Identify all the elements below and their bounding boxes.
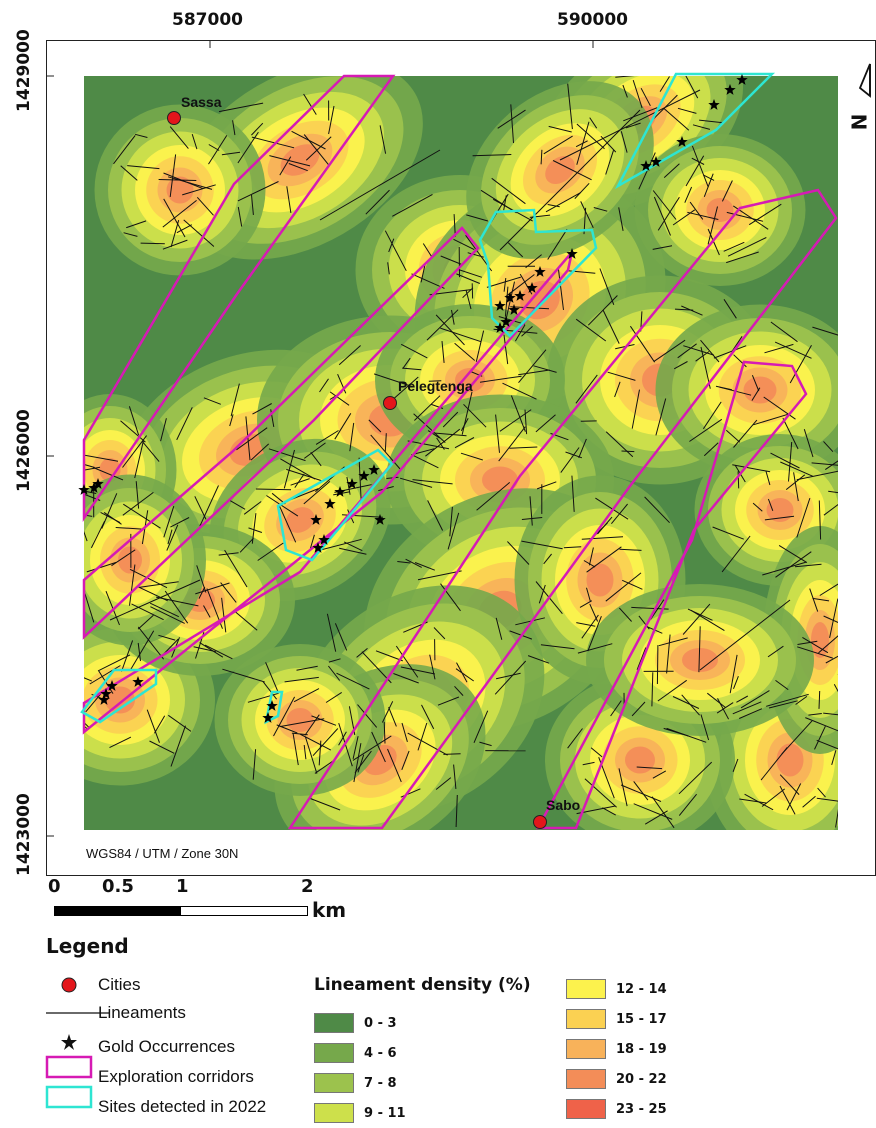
- legend-item-gold: Gold Occurrences: [98, 1037, 235, 1057]
- crs-label: WGS84 / UTM / Zone 30N: [86, 846, 238, 861]
- density-swatch: [566, 1009, 606, 1029]
- density-label: 12 - 14: [616, 982, 667, 997]
- lineament: [141, 243, 165, 244]
- density-blob: [811, 622, 829, 658]
- density-class-1: 4 - 6: [314, 1038, 406, 1068]
- density-label: 4 - 6: [364, 1046, 397, 1061]
- density-legend-title: Lineament density (%): [314, 975, 531, 995]
- city-marker-pelegtenga: [384, 397, 397, 410]
- star-legend-icon: [61, 1034, 77, 1050]
- lineament: [838, 655, 861, 675]
- density-swatch: [566, 1039, 606, 1059]
- lineament: [443, 754, 460, 755]
- scale-unit: km: [312, 898, 346, 922]
- density-class-8: 23 - 25: [566, 1094, 667, 1124]
- density-swatch: [314, 1013, 354, 1033]
- density-class-4: 12 - 14: [566, 974, 667, 1004]
- scale-tick-2: 2: [301, 876, 314, 897]
- lineament: [74, 632, 76, 659]
- site-legend-icon: [47, 1087, 91, 1107]
- density-blob: [707, 198, 734, 222]
- legend-item-lineaments: Lineaments: [98, 1003, 186, 1023]
- density-label: 18 - 19: [616, 1042, 667, 1057]
- legend-item-sites: Sites detected in 2022: [98, 1097, 266, 1117]
- density-label: 7 - 8: [364, 1076, 397, 1091]
- density-legend-column-1: 0 - 3 4 - 6 7 - 8 9 - 11: [314, 1008, 406, 1128]
- lineament: [53, 666, 80, 686]
- density-swatch: [314, 1073, 354, 1093]
- city-label-sabo: Sabo: [546, 797, 580, 813]
- density-label: 23 - 25: [616, 1102, 667, 1117]
- north-arrow-icon: [860, 64, 870, 96]
- density-class-0: 0 - 3: [314, 1008, 406, 1038]
- legend-item-corridors: Exploration corridors: [98, 1067, 254, 1087]
- lineament: [595, 67, 632, 74]
- lineament: [63, 450, 67, 478]
- lineament: [59, 462, 71, 479]
- density-label: 0 - 3: [364, 1016, 397, 1031]
- density-blob: [625, 747, 655, 774]
- density-label: 20 - 22: [616, 1072, 667, 1087]
- density-class-7: 20 - 22: [566, 1064, 667, 1094]
- scale-tick-0-5: 0.5: [102, 876, 134, 897]
- scale-tick-0: 0: [48, 876, 61, 897]
- density-label: 15 - 17: [616, 1012, 667, 1027]
- lineament: [852, 678, 857, 692]
- density-class-5: 15 - 17: [566, 1004, 667, 1034]
- lineament: [622, 451, 635, 452]
- map-canvas: [0, 0, 876, 900]
- legend-item-cities: Cities: [98, 975, 141, 995]
- density-swatch: [566, 1069, 606, 1089]
- legend-title: Legend: [46, 934, 129, 958]
- density-class-3: 9 - 11: [314, 1098, 406, 1128]
- city-label-pelegtenga: Pelegtenga: [398, 378, 473, 394]
- density-class-6: 18 - 19: [566, 1034, 667, 1064]
- density-blob: [587, 564, 614, 597]
- corridor-legend-icon: [47, 1057, 91, 1077]
- north-arrow-label: N: [846, 114, 870, 131]
- lineament: [851, 604, 856, 619]
- density-raster: [25, 0, 876, 895]
- city-label-sassa: Sassa: [181, 94, 221, 110]
- lineament: [53, 748, 82, 761]
- lineament: [61, 415, 77, 422]
- lineament: [53, 495, 78, 499]
- density-blob: [744, 377, 777, 404]
- city-legend-icon: [62, 978, 76, 992]
- scale-bar: [54, 906, 308, 916]
- scale-tick-1: 1: [176, 876, 189, 897]
- density-class-2: 7 - 8: [314, 1068, 406, 1098]
- lineament: [54, 661, 66, 668]
- density-swatch: [566, 1099, 606, 1119]
- density-swatch: [566, 979, 606, 999]
- density-legend-column-2: 12 - 14 15 - 17 18 - 19 20 - 22 23 - 25: [566, 974, 667, 1124]
- lineament: [657, 645, 658, 684]
- city-marker-sassa: [168, 112, 181, 125]
- density-label: 9 - 11: [364, 1106, 406, 1121]
- city-marker-sabo: [534, 816, 547, 829]
- density-swatch: [314, 1103, 354, 1123]
- density-blob: [777, 744, 804, 777]
- lineament: [819, 691, 820, 709]
- density-swatch: [314, 1043, 354, 1063]
